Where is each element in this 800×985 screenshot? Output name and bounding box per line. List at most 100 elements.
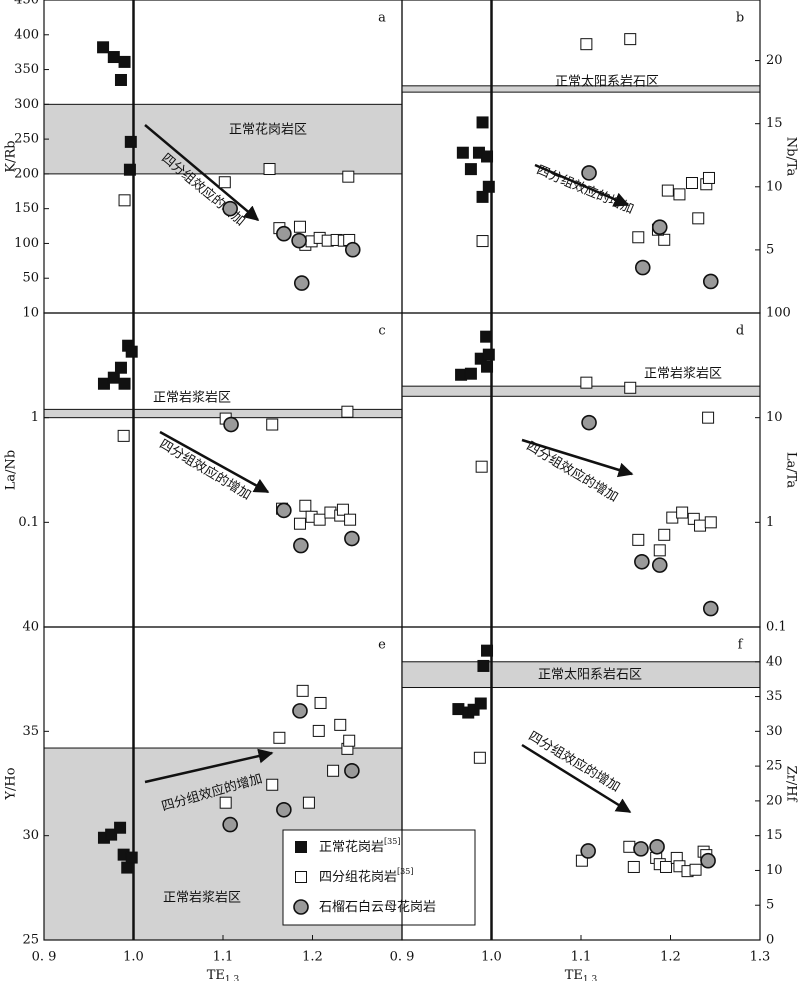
trend-arrow xyxy=(144,124,260,221)
point xyxy=(293,275,310,291)
y-tick-label: 400 xyxy=(14,27,39,42)
x-tick-label: 1.0 xyxy=(481,950,502,965)
point xyxy=(702,411,715,424)
point xyxy=(475,460,488,473)
x-axis-label-main: TE xyxy=(207,968,225,982)
legend-name: 正常花岗岩 xyxy=(319,839,384,855)
point xyxy=(266,778,279,791)
point xyxy=(276,225,292,242)
point xyxy=(314,696,327,709)
y-tick-label: 450 xyxy=(14,0,39,8)
point xyxy=(342,170,355,183)
panel-letter: a xyxy=(378,11,386,26)
legend-marker xyxy=(293,899,309,915)
x-axis-label: TE1,3 xyxy=(207,968,240,982)
y-tick-label: 5 xyxy=(766,242,774,257)
y-tick-label: 15 xyxy=(766,116,783,131)
legend-marker xyxy=(295,841,307,853)
y-tick-label: 25 xyxy=(766,759,783,774)
x-tick-label: 1.1 xyxy=(213,950,234,965)
point xyxy=(118,194,131,207)
x-tick-label: 1.3 xyxy=(750,950,771,965)
x-axis-label-sub: 1,3 xyxy=(583,975,598,982)
y-tick-label: 0.1 xyxy=(766,620,787,635)
point xyxy=(653,544,666,557)
point xyxy=(692,212,705,225)
point xyxy=(477,659,490,672)
point xyxy=(291,232,307,249)
point xyxy=(223,416,239,433)
band-label: 正常岩浆岩区 xyxy=(163,891,241,906)
point xyxy=(687,512,700,525)
point xyxy=(124,135,137,148)
point xyxy=(114,821,127,834)
y-tick-label: 200 xyxy=(14,166,39,181)
point xyxy=(658,528,671,541)
panel-letter: e xyxy=(378,638,386,653)
point xyxy=(118,55,131,68)
panel-letter: d xyxy=(736,324,744,339)
point xyxy=(632,533,645,546)
point xyxy=(476,190,489,203)
point xyxy=(105,828,118,841)
point xyxy=(273,731,286,744)
point xyxy=(344,241,361,258)
point xyxy=(344,762,360,779)
point xyxy=(623,840,636,853)
point xyxy=(293,537,309,554)
point xyxy=(97,41,110,54)
trend-arrow xyxy=(159,430,270,494)
x-tick-label: 1.2 xyxy=(302,950,323,965)
band-label: 正常太阳系岩石区 xyxy=(555,75,659,90)
y-tick-label: 35 xyxy=(766,689,783,704)
point xyxy=(651,219,668,235)
point xyxy=(302,796,315,809)
point xyxy=(624,33,637,46)
y-tick-label: 40 xyxy=(22,620,39,635)
y-tick-label: 0.1 xyxy=(18,515,39,530)
point xyxy=(689,863,702,876)
normal-zone-band xyxy=(401,661,761,689)
point xyxy=(218,176,231,189)
point xyxy=(293,220,306,233)
y-tick-label: 10 xyxy=(766,410,783,425)
point xyxy=(118,377,131,390)
point xyxy=(482,180,495,193)
legend-ref: [35] xyxy=(397,867,413,876)
point xyxy=(474,697,487,710)
point xyxy=(107,51,120,64)
x-tick-label: 1.1 xyxy=(571,950,592,965)
point xyxy=(114,361,127,374)
point xyxy=(464,163,477,176)
point xyxy=(673,188,686,201)
point xyxy=(467,703,480,716)
point xyxy=(627,860,640,873)
point xyxy=(276,801,292,818)
y-tick-label: 40 xyxy=(766,654,783,669)
legend-label: 石榴石白云母花岗岩 xyxy=(319,899,436,915)
point xyxy=(476,235,489,248)
legend-label: 正常花岗岩[35] xyxy=(319,837,400,855)
point xyxy=(219,796,232,809)
point xyxy=(480,330,493,343)
point xyxy=(121,861,134,874)
point xyxy=(651,557,668,573)
legend-ref: [35] xyxy=(384,837,400,846)
point xyxy=(704,516,717,529)
point xyxy=(676,506,689,519)
point xyxy=(296,684,309,697)
y-tick-label: 50 xyxy=(22,271,39,286)
y-tick-label: 100 xyxy=(766,306,791,321)
x-tick-label: 1.0 xyxy=(123,950,144,965)
y-tick-label: 1 xyxy=(766,515,774,530)
point xyxy=(313,513,326,526)
y-axis-label: Nb/Ta xyxy=(784,137,799,177)
y-tick-label: 10 xyxy=(766,863,783,878)
point xyxy=(456,146,469,159)
point xyxy=(107,371,120,384)
panel-letter: c xyxy=(378,324,385,339)
point xyxy=(336,503,349,516)
point xyxy=(125,851,138,864)
legend-name: 四分组花岗岩 xyxy=(319,869,397,885)
point xyxy=(341,405,354,418)
